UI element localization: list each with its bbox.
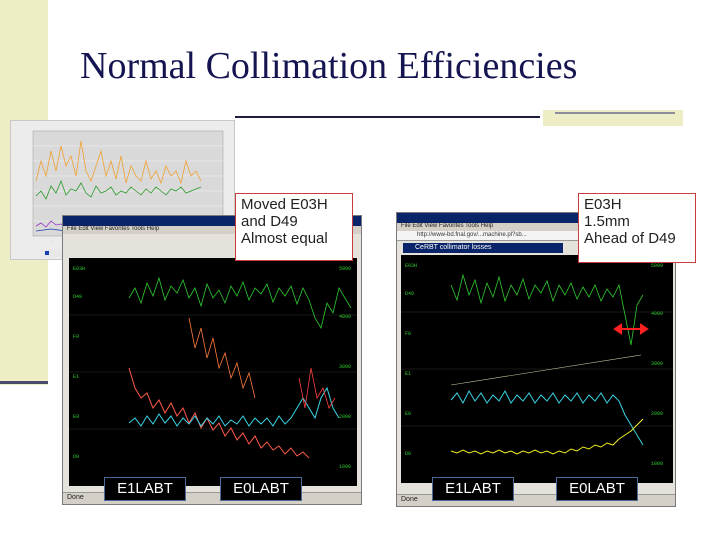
svg-text:1000: 1000 — [651, 461, 663, 467]
callout-left-line-1: Moved E03H — [241, 196, 328, 213]
address-url: http://www-bd.fnal.gov/...machine.pl?sb.… — [417, 232, 527, 238]
svg-text:2000: 2000 — [339, 414, 351, 420]
menu-text: File Edit View Favorites Tools Help — [67, 226, 160, 232]
svg-text:5000: 5000 — [651, 263, 663, 269]
callout-left: Moved E03H and D49 Almost equal — [235, 193, 353, 261]
left-loss-traces: E03H D49 F0 E1 E0 D0 5000 4000 3000 2000 1000 — [69, 266, 357, 470]
svg-text:3000: 3000 — [339, 364, 351, 370]
svg-text:E0: E0 — [405, 411, 411, 417]
svg-text:F0: F0 — [73, 334, 79, 340]
left-loss-plot: E03H D49 F0 E1 E0 D0 5000 4000 3000 2000 1000 — [69, 258, 357, 486]
callout-right-line-2: 1.5mm — [584, 213, 630, 230]
svg-text:4000: 4000 — [651, 311, 663, 317]
title-rule — [235, 116, 540, 118]
callout-left-line-2: and D49 — [241, 213, 298, 230]
status-text: Done — [401, 496, 418, 503]
address-bar: http://www-bd.fnal.gov/...machine.pl?sb.… — [397, 231, 675, 241]
svg-text:D0: D0 — [73, 454, 79, 460]
svg-text:E0: E0 — [73, 414, 79, 420]
svg-text:D49: D49 — [405, 291, 414, 297]
window-menubar: File Edit View Favorites Tools Help — [63, 226, 361, 234]
svg-text:D49: D49 — [73, 294, 82, 300]
window-menubar: File Edit View Favorites Tools Help — [397, 223, 675, 231]
svg-text:·: · — [51, 239, 52, 244]
svg-text:D0: D0 — [405, 451, 411, 457]
svg-text:E03H: E03H — [73, 266, 85, 272]
right-loss-plot: E03H D49 F0 E1 E0 D0 5000 4000 3000 2000 1000 — [401, 255, 673, 483]
label-e1labt-left: E1LABT — [104, 477, 186, 501]
menu-text: File Edit View Favorites Tools Help — [401, 223, 494, 229]
callout-right: E03H 1.5mm Ahead of D49 — [578, 193, 696, 263]
window-titlebar — [63, 216, 361, 226]
decorative-rule-right — [555, 112, 675, 114]
decorative-box — [543, 110, 683, 126]
svg-text:E1: E1 — [73, 374, 79, 380]
svg-text:5000: 5000 — [339, 266, 351, 272]
label-e1labt-right: E1LABT — [432, 477, 514, 501]
svg-text:E1: E1 — [405, 371, 411, 377]
svg-text:1000: 1000 — [339, 464, 351, 470]
right-screenshot-window: File Edit View Favorites Tools Help http… — [396, 212, 676, 507]
svg-text:4000: 4000 — [339, 314, 351, 320]
label-e0labt-right: E0LABT — [556, 477, 638, 501]
callout-left-line-3: Almost equal — [241, 230, 328, 247]
window-titlebar — [397, 213, 675, 223]
status-text: Done — [67, 494, 84, 501]
callout-right-line-3: Ahead of D49 — [584, 230, 676, 247]
svg-text:E03H: E03H — [405, 263, 417, 269]
decorative-rule-left — [0, 381, 48, 384]
right-loss-traces: E03H D49 F0 E1 E0 D0 5000 4000 3000 2000 1000 — [401, 263, 673, 467]
label-e0labt-left: E0LABT — [220, 477, 302, 501]
svg-text:2000: 2000 — [651, 411, 663, 417]
slide-title: Normal Collimation Efficiencies — [80, 45, 578, 87]
svg-text:3000: 3000 — [651, 361, 663, 367]
double-arrow-icon — [613, 323, 649, 335]
app-title: CeRBT collimator losses — [403, 243, 563, 253]
callout-right-line-1: E03H — [584, 196, 622, 213]
svg-text:F0: F0 — [405, 331, 411, 337]
